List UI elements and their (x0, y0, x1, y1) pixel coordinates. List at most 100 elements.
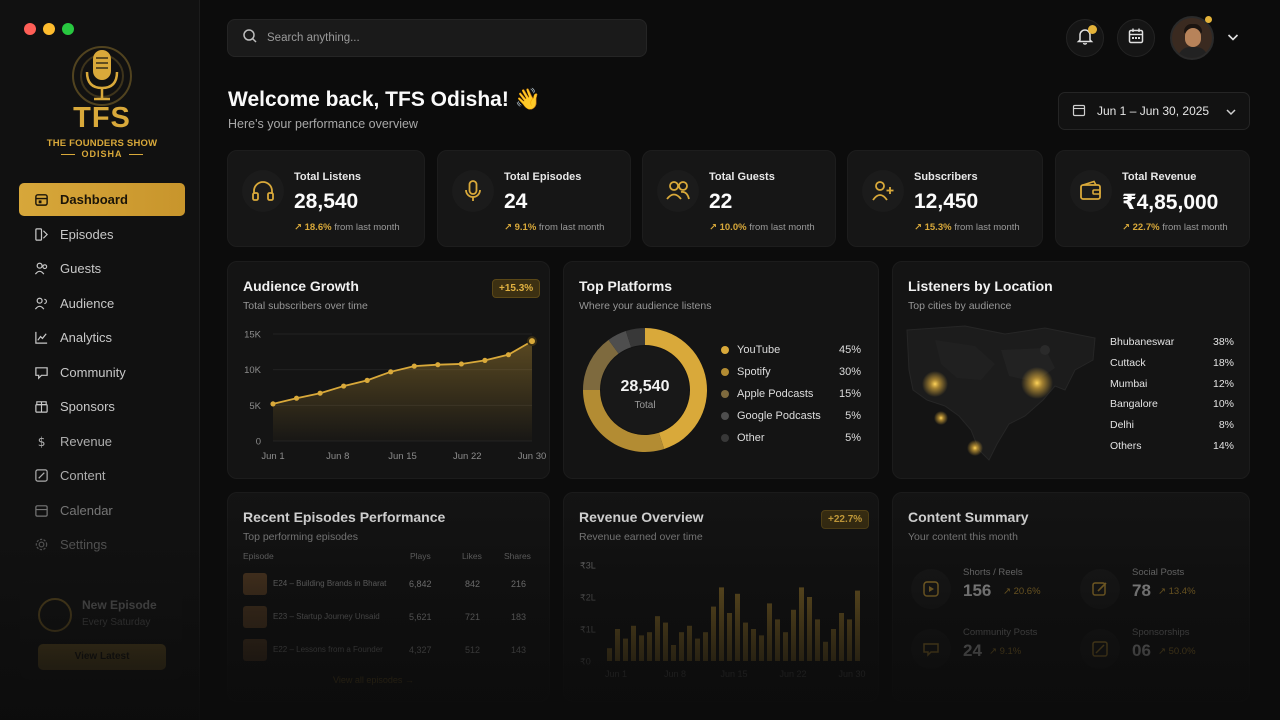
sidebar-item-analytics[interactable]: Analytics (19, 321, 185, 354)
data-point[interactable] (527, 336, 537, 347)
revenue-bar[interactable] (639, 635, 644, 661)
donut-hole (601, 346, 689, 434)
sidebar-item-label: Revenue (60, 433, 113, 449)
donut-slice[interactable] (583, 390, 665, 452)
avatar[interactable] (1170, 16, 1214, 60)
revenue-bar[interactable] (631, 625, 636, 661)
revenue-bar[interactable] (711, 606, 716, 661)
brand-logo[interactable]: TFS THE FOUNDERS SHOW ODISHA (20, 44, 184, 164)
revenue-bar[interactable] (743, 622, 748, 661)
revenue-bar[interactable] (695, 638, 700, 661)
revenue-bar[interactable] (615, 629, 620, 661)
legend-spotify[interactable]: Spotify 30% (721, 364, 861, 380)
data-point[interactable] (364, 377, 370, 383)
data-point[interactable] (458, 361, 464, 367)
revenue-bar[interactable] (735, 593, 740, 661)
sidebar-item-guests[interactable]: Guests (19, 252, 185, 285)
revenue-bar[interactable] (783, 632, 788, 661)
revenue-bar[interactable] (767, 603, 772, 661)
donut-slice[interactable] (608, 331, 632, 354)
stat-card-total-revenue[interactable]: Total Revenue ₹4,85,000 ↗ 22.7% from las… (1055, 150, 1250, 247)
stat-card-total-guests[interactable]: Total Guests 22 ↗ 10.0% from last month (642, 150, 836, 247)
revenue-bar[interactable] (823, 641, 828, 661)
revenue-bar[interactable] (647, 632, 652, 661)
revenue-bar[interactable] (671, 645, 676, 661)
stat-card-total-episodes[interactable]: Total Episodes 24 ↗ 9.1% from last month (437, 150, 631, 247)
revenue-bar[interactable] (655, 616, 660, 661)
legend-youtube[interactable]: YouTube 45% (721, 342, 861, 358)
content-item-social-posts[interactable]: Social Posts 78 ↗ 13.4% (1080, 565, 1240, 615)
data-point[interactable] (293, 395, 300, 401)
table-row[interactable]: E24 – Building Brands in Bharat 6,842 84… (243, 573, 535, 597)
content-item-community-posts[interactable]: Community Posts 24 ↗ 9.1% (911, 625, 1071, 675)
table-row[interactable]: E22 – Lessons from a Founder 4,327 512 1… (243, 639, 535, 663)
stat-delta-value: 9.1% (514, 222, 537, 233)
data-point[interactable] (317, 390, 323, 396)
data-point[interactable] (435, 362, 441, 368)
revenue-bar[interactable] (815, 619, 820, 661)
maximize-window-button[interactable] (62, 23, 74, 35)
stat-label: Total Episodes (504, 171, 582, 183)
stat-card-subscribers[interactable]: Subscribers 12,450 ↗ 15.3% from last mon… (847, 150, 1043, 247)
sidebar-item-content[interactable]: Content (19, 459, 185, 492)
legend-google-podcasts[interactable]: Google Podcasts 5% (721, 408, 861, 424)
notifications-button[interactable] (1066, 19, 1104, 57)
minimize-window-button[interactable] (43, 23, 55, 35)
legend-other[interactable]: Other 5% (721, 430, 861, 446)
revenue-bar[interactable] (751, 629, 756, 661)
data-point[interactable] (388, 369, 394, 375)
revenue-bar[interactable] (831, 629, 836, 661)
table-row[interactable]: E23 – Startup Journey Unsaid 5,621 721 1… (243, 606, 535, 630)
date-range-picker[interactable]: Jun 1 – Jun 30, 2025 (1058, 92, 1250, 130)
revenue-bar[interactable] (839, 613, 844, 661)
sidebar-item-settings[interactable]: Settings (19, 528, 185, 561)
sidebar-item-dashboard[interactable]: Dashboard (19, 183, 185, 216)
revenue-bar[interactable] (623, 638, 628, 661)
search-input[interactable]: Search anything... (227, 19, 647, 57)
revenue-bar[interactable] (791, 609, 796, 661)
city-pct: 8% (1218, 419, 1234, 431)
sidebar-item-sponsors[interactable]: Sponsors (19, 390, 185, 423)
revenue-bar[interactable] (687, 625, 692, 661)
legend-apple-podcasts[interactable]: Apple Podcasts 15% (721, 386, 861, 402)
sidebar-item-audience[interactable]: Audience (19, 287, 185, 320)
data-point[interactable] (411, 363, 417, 369)
city-name: Bhubaneswar (1110, 336, 1175, 348)
revenue-bar[interactable] (719, 587, 724, 661)
donut-slice[interactable] (625, 328, 645, 348)
view-all-episodes-link[interactable]: View all episodes → (333, 675, 414, 685)
city-pct: 10% (1212, 398, 1234, 410)
revenue-bar[interactable] (807, 597, 812, 661)
revenue-bar[interactable] (679, 632, 684, 661)
revenue-bar[interactable] (727, 613, 732, 661)
stat-card-total-listens[interactable]: Total Listens 28,540 ↗ 18.6% from last m… (227, 150, 425, 247)
legend-dot (721, 390, 729, 398)
revenue-bar[interactable] (775, 619, 780, 661)
revenue-bar[interactable] (607, 648, 612, 661)
revenue-bar[interactable] (855, 590, 860, 661)
revenue-bar[interactable] (847, 619, 852, 661)
revenue-bar[interactable] (663, 622, 668, 661)
data-point[interactable] (270, 401, 276, 407)
data-point[interactable] (341, 383, 347, 389)
close-window-button[interactable] (24, 23, 36, 35)
revenue-bar[interactable] (759, 635, 764, 661)
revenue-bar[interactable] (703, 632, 708, 661)
growth-badge: +15.3% (492, 279, 541, 298)
content-item-sponsorships[interactable]: Sponsorships 06 ↗ 50.0% (1080, 625, 1240, 675)
data-point[interactable] (505, 352, 512, 358)
chevron-down-icon[interactable] (1226, 30, 1240, 49)
revenue-bar[interactable] (799, 587, 804, 661)
sidebar-item-community[interactable]: Community (19, 356, 185, 389)
revenue-overview-card: Revenue Overview Revenue earned over tim… (563, 492, 879, 702)
city-pct: 14% (1212, 440, 1234, 452)
donut-slice[interactable] (583, 339, 619, 390)
sidebar-item-revenue[interactable]: $ Revenue (19, 425, 185, 458)
view-latest-button[interactable]: View Latest (38, 644, 166, 670)
donut-slice[interactable] (645, 328, 707, 449)
data-point[interactable] (482, 357, 488, 363)
content-item-shorts[interactable]: Shorts / Reels 156 ↗ 20.6% (911, 565, 1071, 615)
sidebar-item-episodes[interactable]: Episodes (19, 218, 185, 251)
calendar-button[interactable] (1117, 19, 1155, 57)
sidebar-item-calendar[interactable]: Calendar (19, 494, 185, 527)
